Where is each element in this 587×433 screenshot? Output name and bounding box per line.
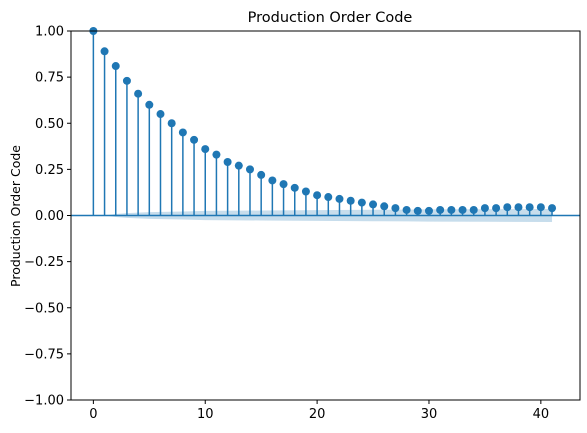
point-lag-14 [245,165,254,174]
point-lag-5 [145,100,154,109]
point-lag-10 [201,145,210,154]
point-lag-34 [469,205,478,214]
y-tick-label-7: 0.75 [35,71,64,86]
point-lag-13 [234,161,243,170]
point-lag-33 [458,205,467,214]
point-lag-23 [346,196,355,205]
point-lag-24 [357,198,366,207]
point-lag-16 [268,176,277,185]
point-lag-31 [436,205,445,214]
point-lag-39 [525,203,534,212]
x-tick-label-0: 0 [89,407,97,422]
y-tick-label-0: −1.00 [24,394,64,409]
x-tick-label-30: 30 [421,407,438,422]
point-lag-2 [111,62,120,71]
point-lag-15 [257,170,266,179]
point-lag-6 [156,110,165,119]
point-lag-27 [391,204,400,213]
point-lag-35 [480,204,489,213]
point-lag-30 [424,206,433,215]
point-lag-29 [413,206,422,215]
point-lag-37 [503,203,512,212]
y-tick-label-2: −0.50 [24,301,64,316]
point-lag-26 [380,202,389,211]
y-tick-label-8: 1.00 [35,25,64,40]
point-lag-3 [122,76,131,85]
y-tick-label-4: 0.00 [35,209,64,224]
x-tick-label-40: 40 [533,407,550,422]
point-lag-9 [190,135,199,144]
point-lag-21 [324,193,333,202]
point-lag-38 [514,203,523,212]
point-lag-36 [492,204,501,213]
y-axis-label: Production Order Code [8,145,23,287]
x-tick-label-20: 20 [309,407,326,422]
point-lag-18 [290,183,299,192]
y-tick-label-5: 0.25 [35,163,64,178]
x-tick-label-10: 10 [197,407,214,422]
point-lag-17 [279,180,288,189]
point-lag-19 [301,187,310,196]
point-lag-1 [100,47,109,56]
point-lag-20 [313,191,322,200]
point-lag-12 [223,157,232,166]
plot-area: 0 10 20 30 40 −1.00 −0.75 −0.50 −0.25 0.00 0.25 0.5… [24,25,581,422]
y-tick-label-1: −0.75 [24,347,64,362]
point-lag-22 [335,194,344,203]
point-lag-41 [548,204,557,213]
point-lag-4 [134,89,143,98]
point-lag-32 [447,205,456,214]
point-lag-11 [212,150,221,159]
y-tick-label-3: −0.25 [24,255,64,270]
chart-title: Production Order Code [248,10,413,26]
point-lag-28 [402,205,411,214]
y-tick-label-6: 0.50 [35,117,64,132]
point-lag-25 [369,200,378,209]
point-lag-8 [178,128,187,137]
point-lag-7 [167,119,176,128]
point-lag-40 [536,203,545,212]
